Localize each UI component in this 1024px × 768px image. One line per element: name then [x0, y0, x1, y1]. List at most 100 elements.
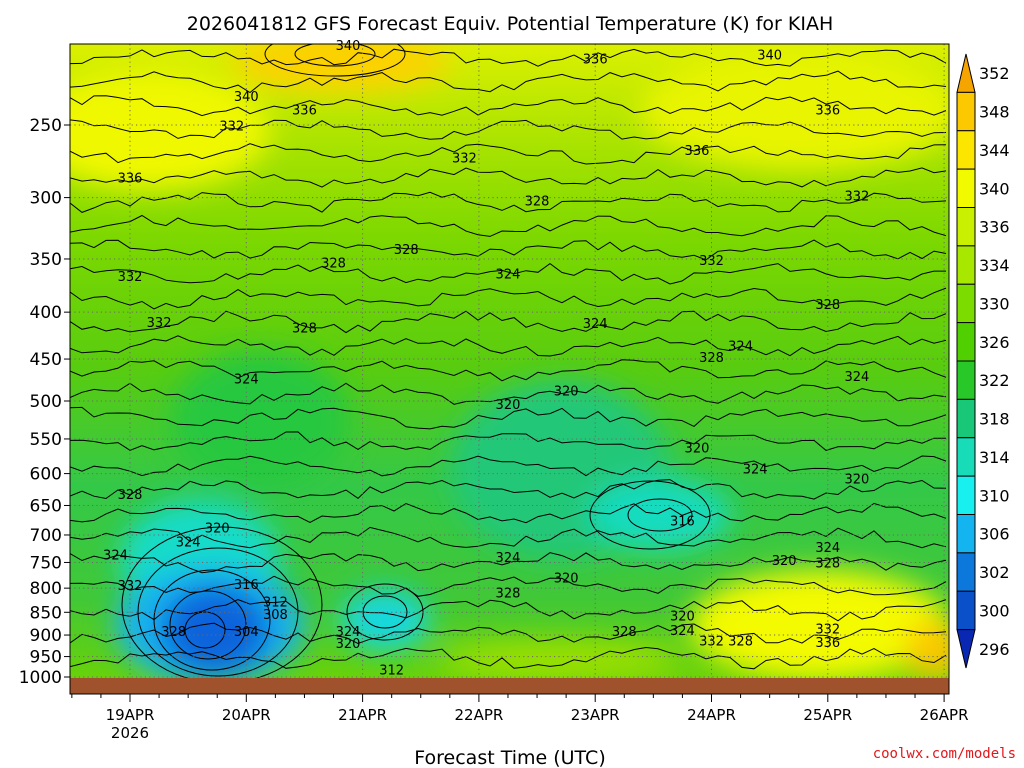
colorbar-swatch: [956, 514, 976, 554]
contour-label: 340: [336, 39, 361, 54]
contour-label: 324: [176, 535, 201, 550]
y-tick-label: 550: [30, 430, 62, 450]
colorbar-label: 302: [979, 563, 1010, 582]
colorbar-label: 310: [979, 486, 1010, 505]
colorbar-label: 300: [979, 601, 1010, 620]
contour-label: 320: [670, 609, 695, 624]
contour-label: 324: [670, 624, 695, 639]
contour-line: [153, 569, 271, 671]
field-patch: [160, 585, 270, 675]
colorbar-label: 318: [979, 410, 1010, 429]
x-tick-label: 25APR: [803, 706, 852, 724]
colorbar-swatch: [956, 53, 976, 93]
contour-label: 332: [118, 270, 143, 285]
colorbar-label: 306: [979, 525, 1010, 544]
field-patch: [170, 350, 350, 490]
colorbar-swatch: [956, 130, 976, 170]
x-tick-label: 24APR: [687, 706, 736, 724]
contour-line: [70, 287, 947, 310]
colorbar-swatch: [956, 168, 976, 208]
contour-line: [70, 143, 947, 165]
x-tick-label: 20APR: [222, 706, 271, 724]
contour-label: 328: [815, 298, 840, 313]
y-tick-label: 450: [30, 350, 62, 370]
contour-label: 332: [815, 622, 840, 637]
colorbar-label: 326: [979, 333, 1010, 352]
colorbar-label: 322: [979, 371, 1010, 390]
contour-line: [70, 310, 947, 334]
y-tick-label: 350: [30, 250, 62, 270]
contour-label: 328: [525, 195, 550, 210]
contour-line: [70, 406, 947, 430]
contour-label: 324: [815, 541, 840, 556]
contour-label: 308: [263, 608, 288, 623]
colorbar-label: 314: [979, 448, 1010, 467]
field-patch: [690, 570, 949, 680]
colorbar-label: 344: [979, 141, 1010, 160]
contour-label: 320: [336, 637, 361, 652]
contour-label: 320: [496, 398, 521, 413]
contour-line: [294, 44, 376, 67]
contour-label: 332: [699, 635, 724, 650]
y-tick-label: 400: [30, 303, 62, 323]
contour-label: 316: [670, 515, 695, 530]
colorbar-label: 336: [979, 218, 1010, 237]
contour-line: [70, 646, 947, 670]
ground-bar: [70, 678, 949, 694]
contour-lines: [70, 44, 947, 684]
contour-line: [70, 479, 947, 500]
contour-label: 328: [728, 635, 753, 650]
contour-label: 332: [452, 152, 477, 167]
grid: [70, 44, 949, 678]
field-patch: [640, 50, 949, 170]
contour-line: [70, 167, 947, 188]
contour-label: 324: [496, 268, 521, 283]
contour-label: 336: [118, 172, 143, 187]
plot-frame: [69, 43, 950, 695]
contour-label: 312: [263, 595, 288, 610]
contour-line: [70, 622, 947, 645]
contour-label: 320: [554, 384, 579, 399]
contour-line: [70, 335, 947, 357]
contour-line: [70, 502, 947, 524]
y-tick-label: 1000: [19, 668, 62, 688]
contour-label: 332: [118, 579, 143, 594]
contour-line: [70, 48, 947, 67]
y-tick-label: 250: [30, 116, 62, 136]
colorbar-swatch: [956, 207, 976, 247]
contour-label: 328: [612, 625, 637, 640]
x-tick-label: 26APR: [920, 706, 969, 724]
contour-label: 328: [815, 557, 840, 572]
colorbar-label: 334: [979, 256, 1010, 275]
contour-label: 320: [554, 572, 579, 587]
contour-line: [70, 382, 947, 405]
colorbar-swatch: [956, 283, 976, 324]
field-area: [70, 44, 949, 694]
contour-line: [137, 547, 299, 677]
y-tick-label: 950: [30, 648, 62, 668]
field-patch: [590, 480, 730, 550]
y-tick-label: 900: [30, 626, 62, 646]
field-patch: [905, 620, 949, 680]
contour-line: [70, 359, 947, 382]
contour-label: 324: [583, 317, 608, 332]
field-patch: [440, 640, 680, 680]
contour-label: 336: [815, 636, 840, 651]
colorbar-swatch: [956, 437, 976, 477]
y-tick-label: 600: [30, 465, 62, 485]
contour-line: [70, 119, 947, 140]
contour-label: 328: [118, 488, 143, 503]
contour-line: [70, 95, 947, 117]
field-patch: [70, 70, 270, 190]
credit-link[interactable]: coolwx.com/models: [873, 746, 1016, 762]
contour-line: [70, 70, 947, 94]
contour-line: [70, 214, 947, 237]
colorbar-label: 348: [979, 103, 1010, 122]
y-tick-label: 500: [30, 392, 62, 412]
contour-label: 332: [844, 189, 869, 204]
contour-line: [627, 498, 693, 532]
contour-label: 324: [743, 463, 768, 478]
contour-label: 336: [815, 103, 840, 118]
x-tick-label: 22APR: [454, 706, 503, 724]
